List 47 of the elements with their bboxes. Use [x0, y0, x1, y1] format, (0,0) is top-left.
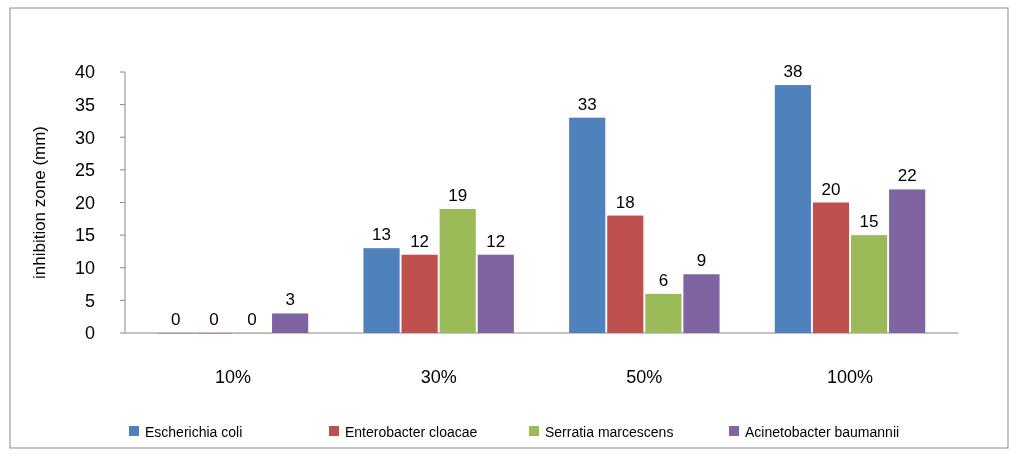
- y-tick-label: 15: [74, 225, 95, 246]
- x-tick-label: 10%: [214, 367, 251, 387]
- data-label: 6: [658, 270, 669, 290]
- bar: [607, 215, 644, 333]
- y-axis-title: inhibition zone (mm): [30, 125, 49, 280]
- legend-label: Enterobacter cloacae: [345, 423, 478, 440]
- legend-label: Acinetobacter baumannii: [745, 423, 900, 440]
- data-label: 0: [247, 310, 257, 329]
- y-tick-label: 25: [74, 160, 95, 181]
- y-tick-label: 35: [74, 94, 95, 115]
- y-tick-label: 30: [74, 127, 95, 148]
- bar: [683, 274, 720, 333]
- y-tick-label: 5: [84, 290, 95, 311]
- x-tick-label: 30%: [420, 367, 457, 387]
- bar: [439, 209, 476, 333]
- bar: [850, 235, 888, 333]
- data-label: 15: [859, 212, 879, 232]
- data-label: 0: [209, 310, 219, 329]
- data-label: 12: [486, 231, 506, 251]
- x-tick-label: 50%: [626, 367, 663, 387]
- data-label: 22: [897, 166, 917, 186]
- data-label: 3: [285, 290, 295, 310]
- bar: [645, 293, 682, 333]
- bar: [569, 117, 606, 333]
- data-label: 20: [821, 179, 841, 199]
- y-tick-label: 40: [74, 62, 95, 83]
- bar: [774, 85, 811, 333]
- data-label: 19: [448, 186, 468, 206]
- bar: [363, 248, 400, 333]
- data-label: 13: [372, 225, 391, 245]
- bar: [401, 254, 438, 333]
- y-tick-label: 0: [84, 323, 95, 344]
- bar: [889, 189, 926, 333]
- bar: [812, 202, 850, 333]
- legend-label: Escherichia coli: [145, 423, 243, 440]
- data-label: 33: [577, 94, 597, 114]
- x-tick-label: 100%: [827, 367, 874, 387]
- data-label: 38: [783, 62, 803, 82]
- legend-label: Serratia marcescens: [545, 423, 674, 440]
- bar: [477, 254, 514, 333]
- y-tick-label: 10: [74, 258, 95, 279]
- data-label: 18: [615, 192, 635, 212]
- data-label: 0: [171, 310, 181, 329]
- data-label: 12: [410, 231, 430, 251]
- y-tick-label: 20: [74, 192, 95, 213]
- bar: [272, 313, 309, 333]
- data-label: 9: [696, 251, 707, 271]
